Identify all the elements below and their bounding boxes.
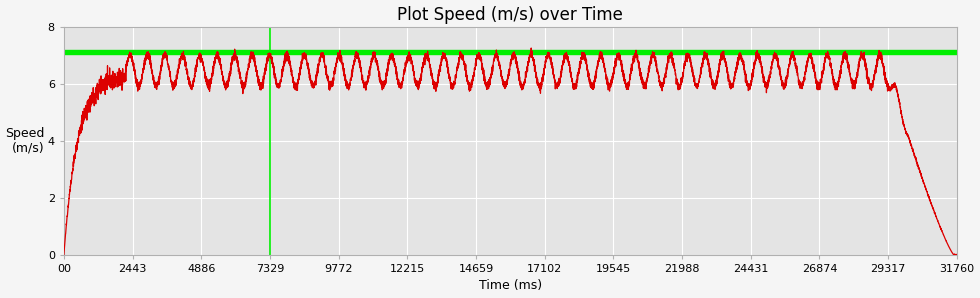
Y-axis label: Speed
(m/s): Speed (m/s) <box>6 127 45 155</box>
Title: Plot Speed (m/s) over Time: Plot Speed (m/s) over Time <box>398 6 623 24</box>
Bar <box>64 50 956 54</box>
X-axis label: Time (ms): Time (ms) <box>479 280 542 292</box>
